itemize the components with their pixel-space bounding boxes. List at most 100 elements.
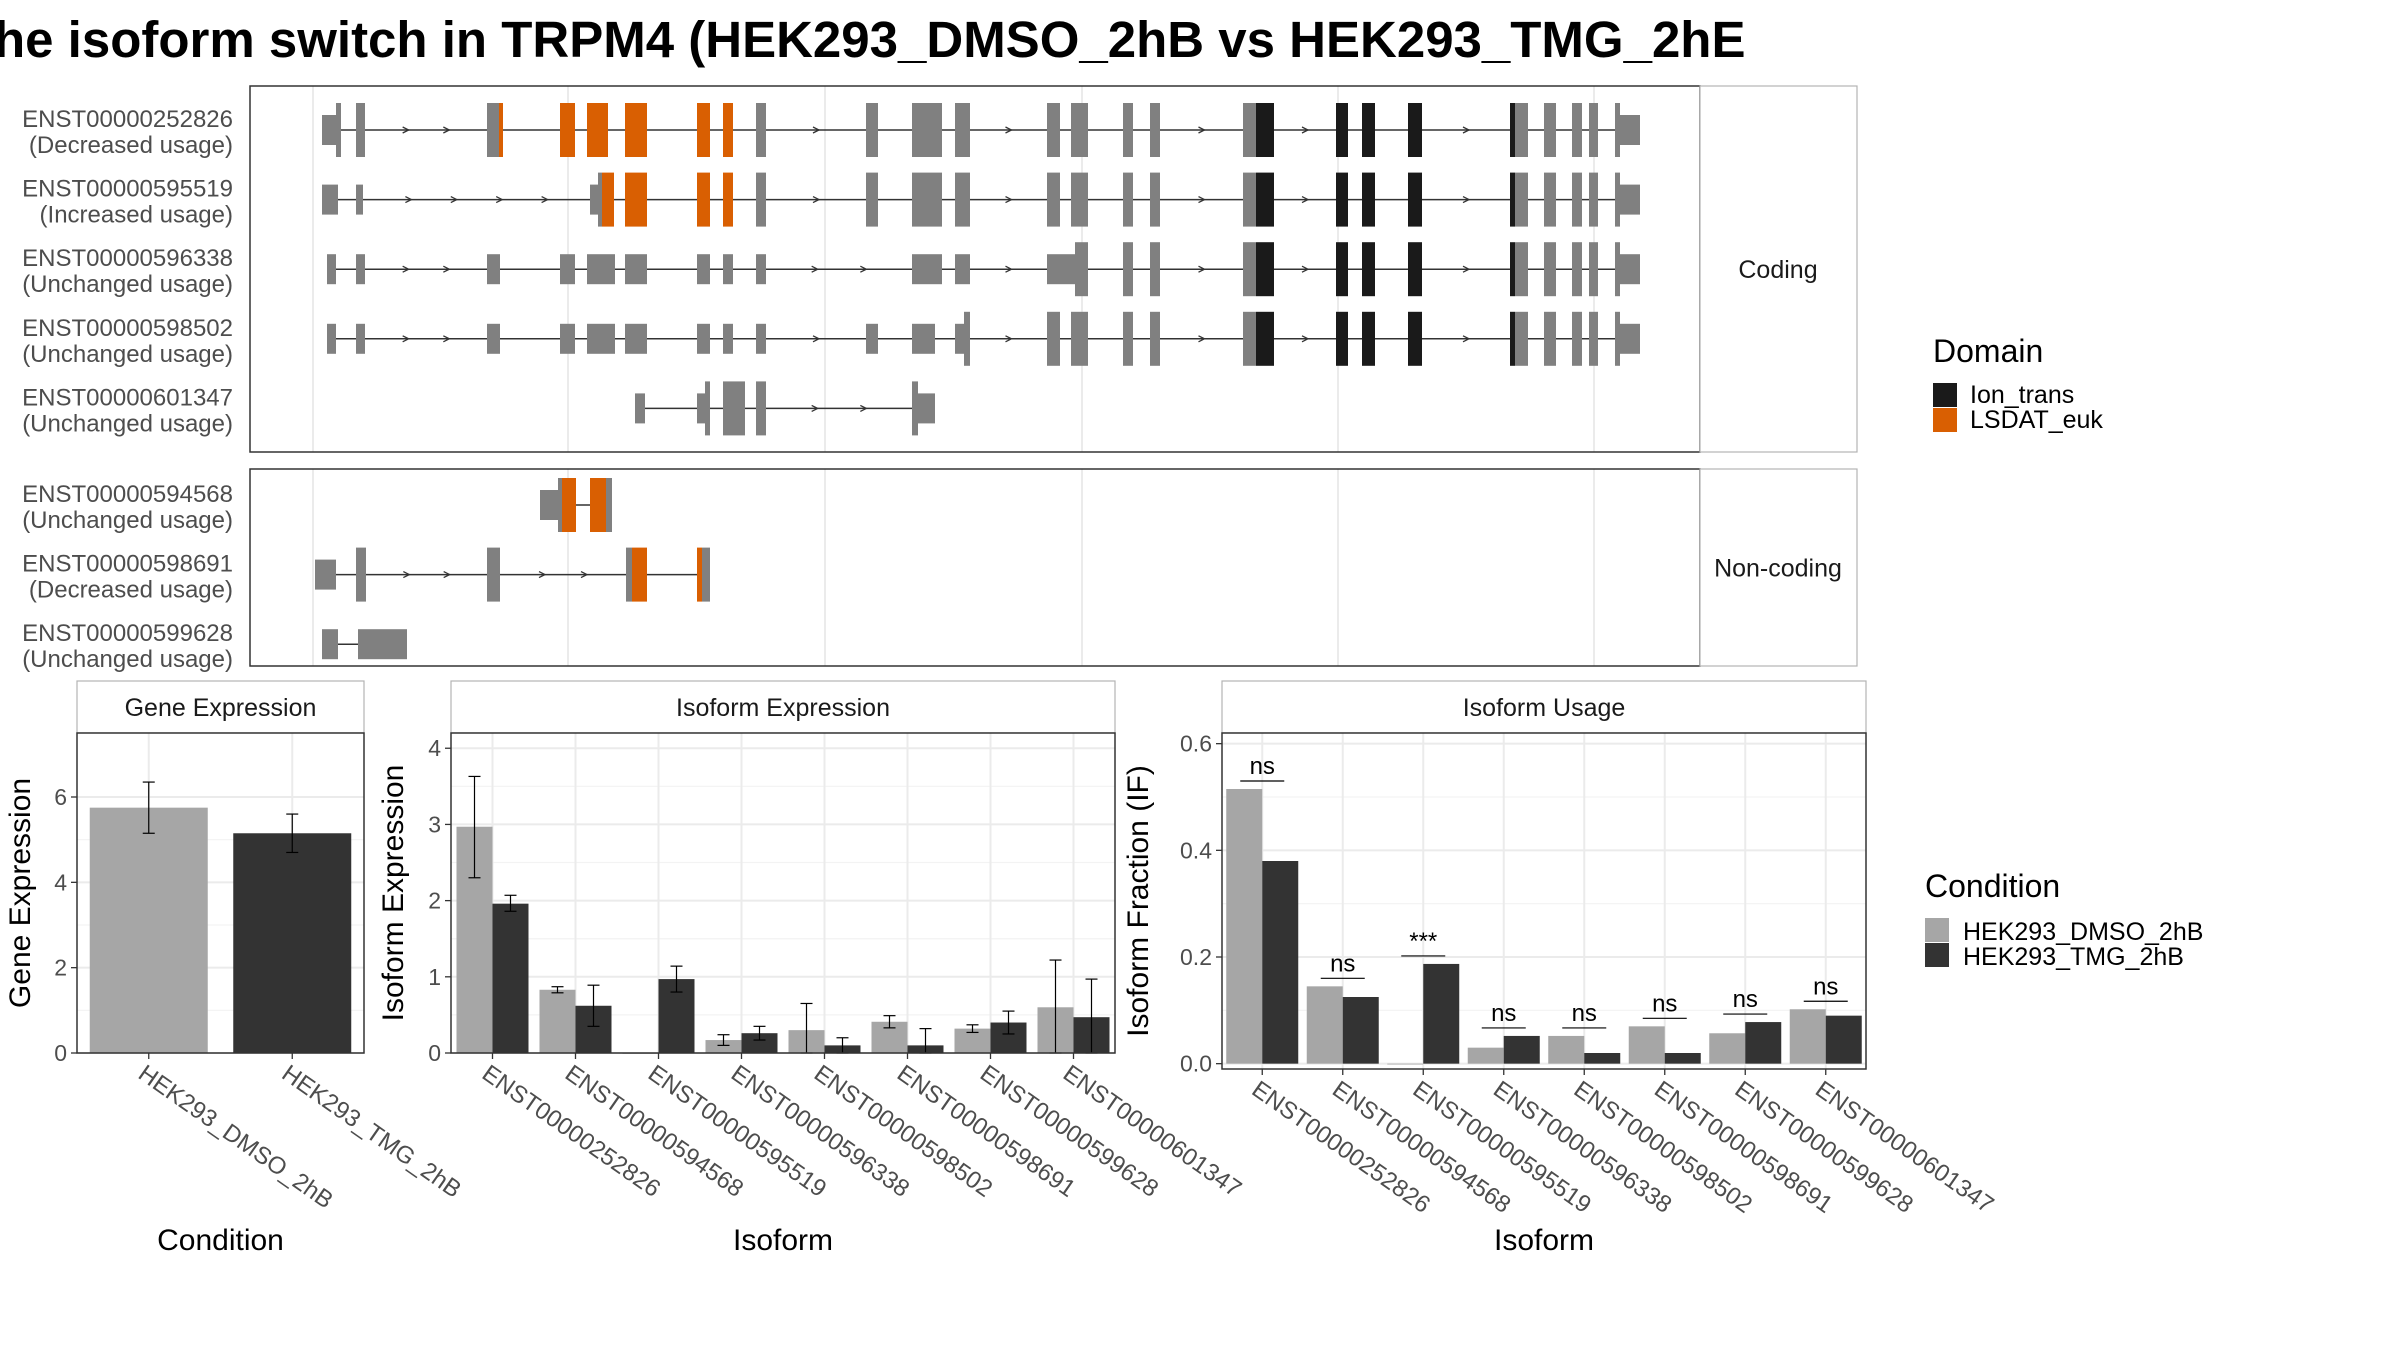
panel-border xyxy=(76,732,365,1054)
coding-exon xyxy=(912,103,942,157)
figure-title: he isoform switch in TRPM4 (HEK293_DMSO_… xyxy=(0,11,1746,68)
coding-exon xyxy=(1515,311,1528,366)
coding-exon xyxy=(756,172,766,227)
transcript-id-label: ENST00000598502 xyxy=(22,315,233,342)
dmso-swatch xyxy=(1925,918,1949,942)
direction-arrow xyxy=(443,335,451,343)
isoform-expression-chart: Isoform Expression01234ENST00000252826EN… xyxy=(377,680,1246,1257)
coding-exon xyxy=(1075,242,1088,297)
coding-exon xyxy=(866,172,878,227)
direction-arrow xyxy=(1301,265,1310,273)
coding-exon xyxy=(1150,172,1160,227)
facet-strip-label: Isoform Expression xyxy=(676,694,890,722)
direction-arrow xyxy=(402,126,411,134)
coding-exon xyxy=(955,103,970,157)
ion-trans-domain xyxy=(1336,311,1348,366)
significance-label: ns xyxy=(1813,973,1838,1000)
transcript-id-label: ENST00000595519 xyxy=(22,176,233,203)
direction-arrow xyxy=(443,126,451,134)
utr-exon xyxy=(1620,184,1640,215)
facet-strip xyxy=(76,680,365,734)
facet-strip xyxy=(450,680,1116,734)
condition-legend-title: Condition xyxy=(1925,868,2060,904)
transcript-usage-label: (Decreased usage) xyxy=(29,132,233,159)
utr-exon xyxy=(560,323,575,354)
tmg-bar xyxy=(233,833,352,1053)
y-tick-label: 0.2 xyxy=(1180,944,1212,970)
y-tick-label: 0 xyxy=(54,1040,67,1066)
coding-exon xyxy=(1123,242,1133,297)
utr-exon xyxy=(912,254,942,285)
tmg-bar xyxy=(1584,1053,1621,1064)
utr-exon xyxy=(487,323,500,354)
panel-background xyxy=(250,469,1700,666)
utr-exon xyxy=(587,254,615,285)
dmso-bar xyxy=(1628,1026,1665,1064)
utr-exon xyxy=(358,629,407,660)
tmg-bar xyxy=(741,1033,778,1053)
coding-exon xyxy=(1544,242,1556,297)
lsdat-euk-domain xyxy=(625,103,647,157)
facet-strip-label: Non-coding xyxy=(1714,555,1842,583)
utr-exon xyxy=(697,323,710,354)
transcript-usage-label: (Unchanged usage) xyxy=(22,341,233,368)
coding-panel: Coding xyxy=(249,85,1858,453)
direction-arrow xyxy=(1005,196,1013,204)
direction-arrow xyxy=(1198,126,1206,134)
utr-exon xyxy=(697,254,710,285)
transcript-usage-label: (Unchanged usage) xyxy=(22,410,233,437)
coding-exon xyxy=(1071,311,1088,366)
dmso-bar xyxy=(1789,1009,1826,1064)
coding-exon xyxy=(1572,103,1582,157)
lsdat-euk-domain xyxy=(562,478,576,532)
coding-exon xyxy=(955,172,970,227)
domain-legend-label: Ion_trans xyxy=(1970,381,2074,409)
coding-exon xyxy=(912,381,918,436)
coding-exon xyxy=(1544,103,1556,157)
coding-exon xyxy=(1150,242,1160,297)
direction-arrow xyxy=(405,196,413,204)
transcript-usage-label: (Unchanged usage) xyxy=(22,271,233,298)
y-tick-label: 0.0 xyxy=(1180,1051,1212,1077)
y-axis-title: Isoform Fraction (IF) xyxy=(1122,765,1155,1037)
transcript-id-label: ENST00000601347 xyxy=(22,384,233,411)
direction-arrow xyxy=(1005,126,1013,134)
dmso-bar xyxy=(1709,1033,1746,1064)
coding-exon xyxy=(1123,103,1133,157)
direction-arrow xyxy=(812,335,821,343)
facet-strip-label: Isoform Usage xyxy=(1463,694,1626,722)
direction-arrow xyxy=(402,335,411,343)
facet-strip xyxy=(1699,468,1858,667)
y-tick-label: 1 xyxy=(428,964,441,990)
domain-legend-title: Domain xyxy=(1933,333,2043,369)
utr-exon xyxy=(1620,115,1640,145)
direction-arrow xyxy=(1301,335,1310,343)
significance-label: ns xyxy=(1330,950,1355,977)
direction-arrow xyxy=(812,196,821,204)
tmg-bar xyxy=(1745,1022,1782,1064)
direction-arrow xyxy=(495,196,504,204)
utr-exon xyxy=(587,323,615,354)
transcript-usage-label: (Increased usage) xyxy=(40,202,233,229)
coding-exon xyxy=(702,547,710,602)
transcript-id-label: ENST00000596338 xyxy=(22,245,233,272)
direction-arrow xyxy=(443,265,451,273)
utr-exon xyxy=(487,254,500,285)
isoform-usage-chart: Isoform Usage0.00.20.40.6nsENST000002528… xyxy=(1122,680,1999,1257)
ion-trans-domain xyxy=(1510,103,1515,157)
ion-trans-swatch xyxy=(1933,383,1957,407)
tmg-bar xyxy=(1342,997,1379,1064)
coding-exon xyxy=(1047,311,1060,366)
utr-exon xyxy=(315,559,336,590)
ion-trans-domain xyxy=(1256,311,1274,366)
direction-arrow xyxy=(580,571,589,579)
utr-exon xyxy=(955,254,970,285)
coding-exon xyxy=(756,381,766,436)
y-tick-label: 4 xyxy=(54,869,67,895)
utr-exon xyxy=(756,323,766,354)
transcript-id-label: ENST00000598691 xyxy=(22,551,233,578)
direction-arrow xyxy=(1301,126,1310,134)
y-tick-label: 0.6 xyxy=(1180,731,1212,757)
direction-arrow xyxy=(1301,196,1310,204)
condition-legend-label: HEK293_TMG_2hB xyxy=(1963,943,2184,971)
